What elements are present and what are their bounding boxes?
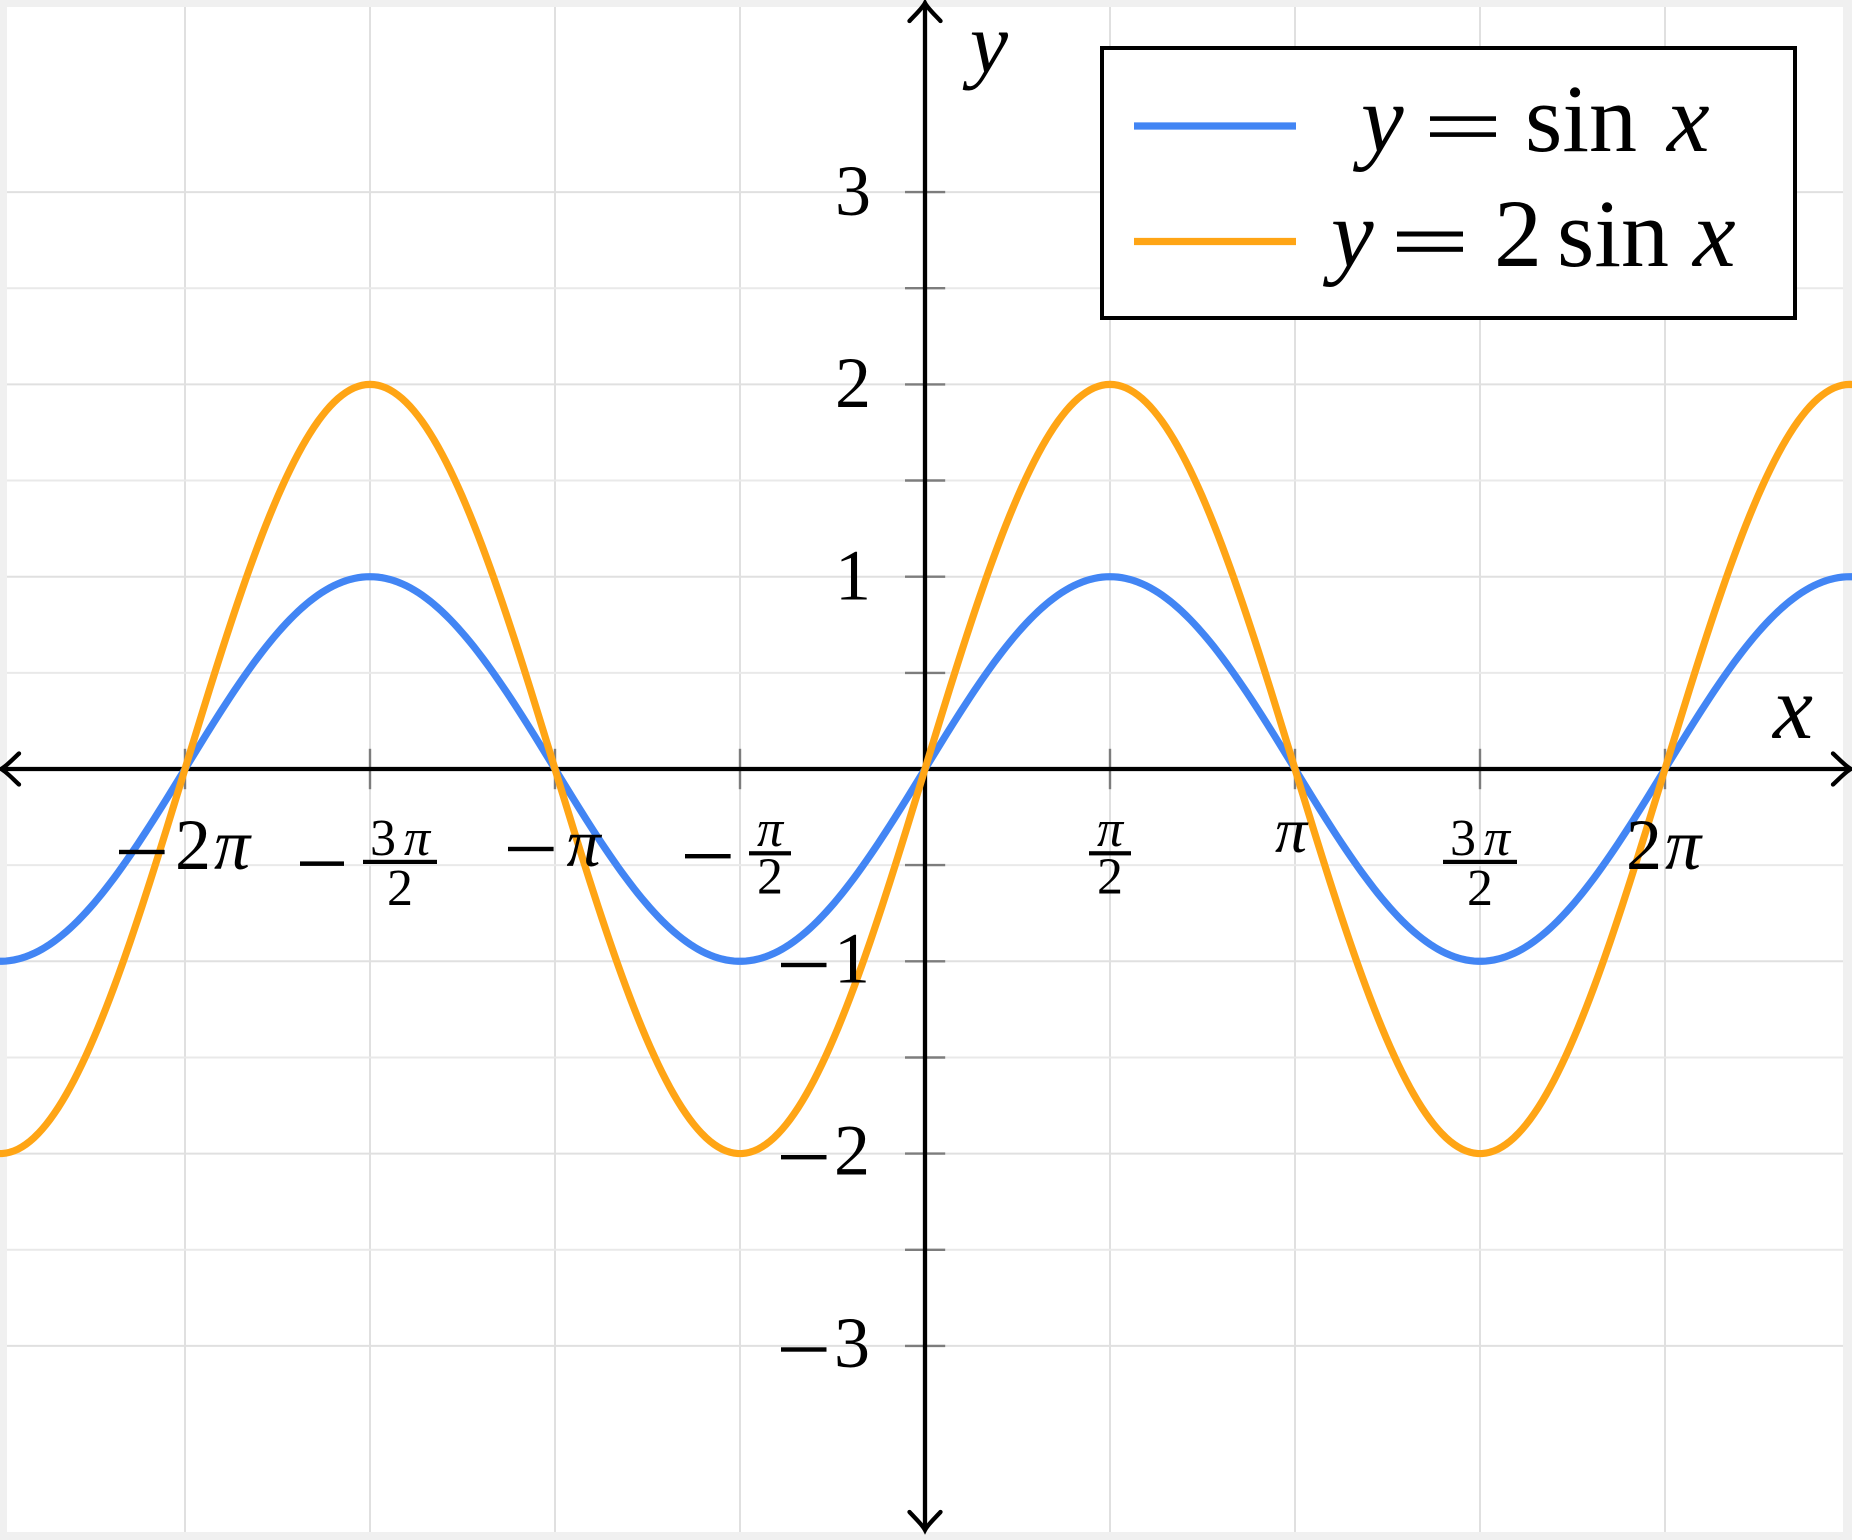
svg-text:2: 2 bbox=[757, 849, 783, 906]
svg-text:π: π bbox=[757, 801, 785, 858]
svg-text:π: π bbox=[1097, 801, 1125, 858]
svg-text:2: 2 bbox=[834, 1111, 870, 1191]
svg-text:2: 2 bbox=[1097, 849, 1123, 906]
svg-text:3: 3 bbox=[835, 151, 871, 231]
svg-text:π: π bbox=[567, 805, 603, 881]
svg-text:2: 2 bbox=[387, 860, 413, 917]
svg-text:y: y bbox=[1352, 65, 1404, 172]
svg-text:y: y bbox=[962, 0, 1009, 91]
svg-text:1: 1 bbox=[834, 918, 870, 998]
svg-text:1: 1 bbox=[835, 535, 871, 615]
svg-text:3: 3 bbox=[834, 1303, 870, 1383]
svg-text:x: x bbox=[1691, 180, 1736, 287]
svg-text:3π: 3π bbox=[370, 810, 438, 867]
svg-text:y: y bbox=[1322, 180, 1374, 287]
svg-text:2: 2 bbox=[1467, 860, 1493, 917]
svg-text:2: 2 bbox=[835, 343, 871, 423]
svg-text:2π: 2π bbox=[175, 805, 253, 885]
svg-text:sin: sin bbox=[1525, 65, 1637, 172]
svg-text:x: x bbox=[1665, 65, 1710, 172]
svg-text:2π: 2π bbox=[1626, 805, 1704, 885]
svg-text:sin: sin bbox=[1557, 180, 1669, 287]
svg-text:2: 2 bbox=[1494, 180, 1542, 287]
svg-text:x: x bbox=[1771, 659, 1813, 758]
svg-text:3π: 3π bbox=[1450, 810, 1518, 867]
svg-text:π: π bbox=[1275, 795, 1309, 866]
